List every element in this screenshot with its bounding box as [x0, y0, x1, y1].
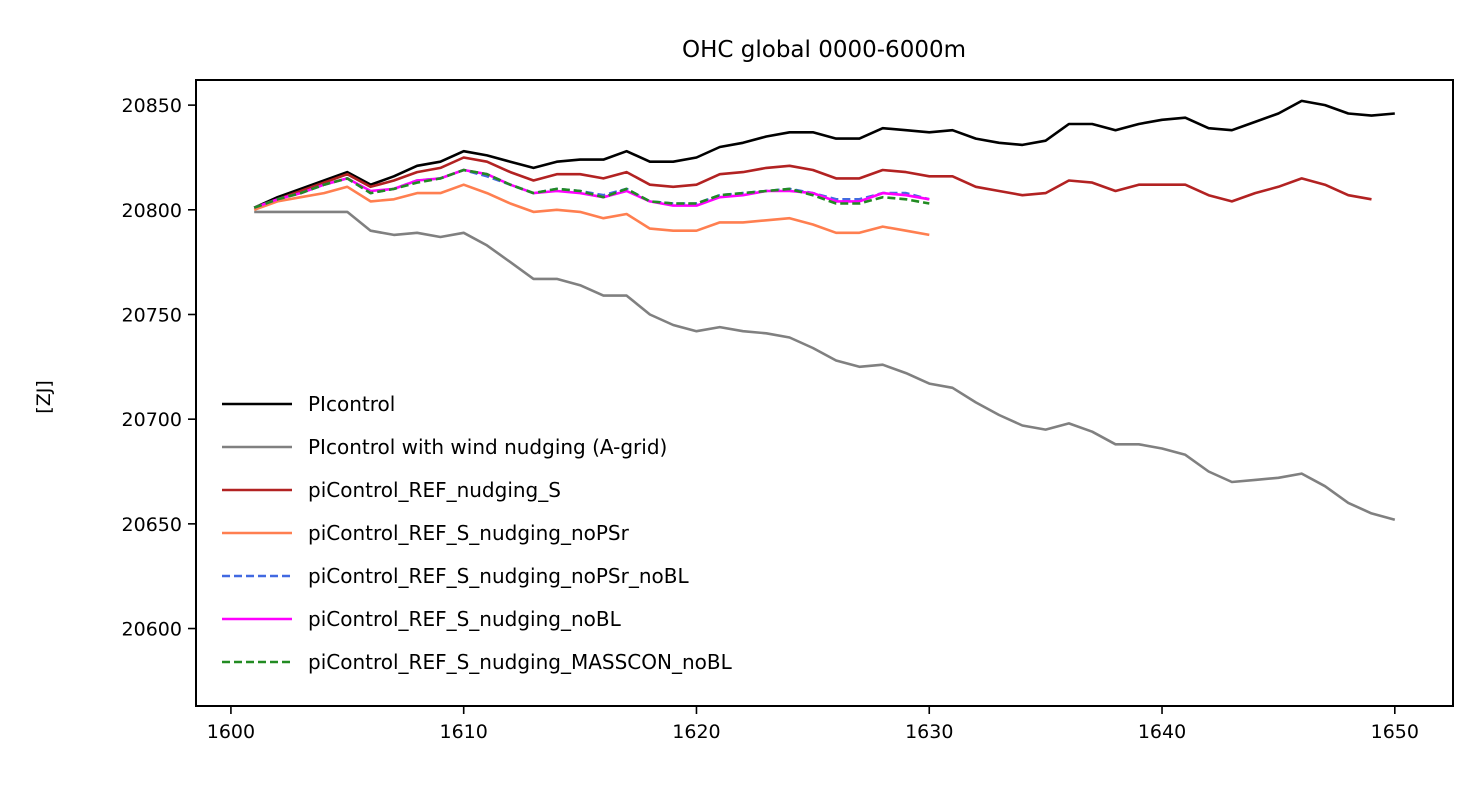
- chart-title: OHC global 0000-6000m: [682, 37, 966, 63]
- series-line-6: [253, 168, 930, 209]
- x-tick-label: 1630: [905, 721, 953, 743]
- y-axis-label: [ZJ]: [33, 380, 55, 413]
- x-tick-label: 1650: [1371, 721, 1419, 743]
- x-tick-label: 1620: [672, 721, 720, 743]
- legend-label: piControl_REF_S_nudging_noPSr_noBL: [308, 564, 689, 588]
- y-tick-label: 20600: [122, 619, 182, 641]
- y-tick-label: 20800: [122, 200, 182, 222]
- legend-label: piControl_REF_S_nudging_noPSr: [308, 521, 630, 545]
- x-tick-label: 1600: [207, 721, 255, 743]
- series-line-3: [253, 183, 930, 237]
- legend-label: PIcontrol: [308, 392, 395, 416]
- series-line-0: [253, 99, 1395, 209]
- legend-label: piControl_REF_nudging_S: [308, 478, 561, 502]
- y-tick-label: 20850: [122, 95, 182, 117]
- legend: PIcontrol PIcontrol with wind nudging (A-…: [222, 392, 733, 674]
- series-group: [253, 99, 1396, 521]
- y-tick-label: 20700: [122, 409, 182, 431]
- y-tick-label: 20650: [122, 514, 182, 536]
- x-tick-label: 1640: [1138, 721, 1186, 743]
- legend-label: piControl_REF_S_nudging_noBL: [308, 607, 622, 631]
- x-tick-label: 1610: [440, 721, 488, 743]
- series-line-2: [253, 156, 1372, 209]
- legend-label: PIcontrol with wind nudging (A-grid): [308, 435, 667, 459]
- y-tick-label: 20750: [122, 304, 182, 326]
- series-line-1: [254, 210, 1396, 521]
- ticks-group: 1600 1610 1620 1630 1640 1650 20600 20650 20700 2…: [122, 95, 1419, 743]
- legend-label: piControl_REF_S_nudging_MASSCON_noBL: [308, 650, 733, 674]
- plot-frame: [195, 79, 1454, 707]
